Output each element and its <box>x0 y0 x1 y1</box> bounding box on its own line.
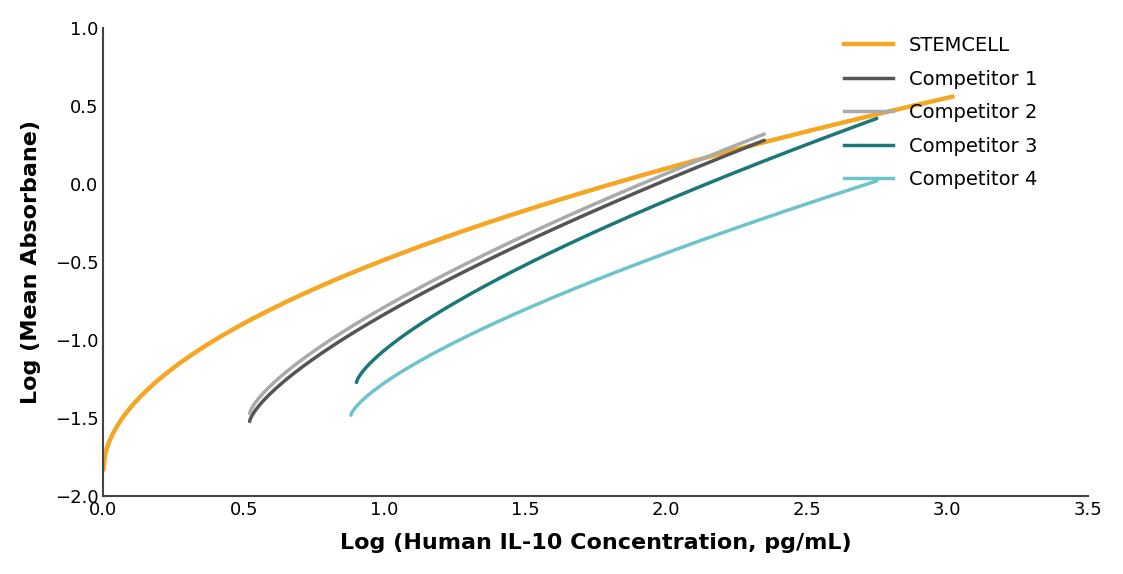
Competitor 1 <box>549 224 563 231</box>
Competitor 1 <box>758 137 772 144</box>
Competitor 2 <box>491 245 504 252</box>
Competitor 2 <box>746 135 759 142</box>
X-axis label: Log (Human IL-10 Concentration, pg/mL): Log (Human IL-10 Concentration, pg/mL) <box>340 533 851 553</box>
Competitor 1 <box>243 418 256 425</box>
STEMCELL <box>97 467 110 474</box>
Competitor 1 <box>521 237 535 244</box>
Competitor 2 <box>487 247 501 254</box>
Y-axis label: Log (Mean Absorbane): Log (Mean Absorbane) <box>21 120 40 404</box>
Line: Competitor 2: Competitor 2 <box>249 134 765 414</box>
Competitor 2 <box>665 168 678 175</box>
Competitor 3 <box>776 150 789 157</box>
Line: Competitor 1: Competitor 1 <box>249 140 765 421</box>
STEMCELL <box>925 98 939 104</box>
Competitor 3 <box>870 115 884 122</box>
Competitor 1 <box>491 252 504 259</box>
Competitor 3 <box>858 119 871 126</box>
Competitor 4 <box>597 273 611 280</box>
STEMCELL <box>946 93 959 100</box>
Legend: STEMCELL, Competitor 1, Competitor 2, Competitor 3, Competitor 4: STEMCELL, Competitor 1, Competitor 2, Co… <box>837 28 1044 197</box>
Line: STEMCELL: STEMCELL <box>103 96 952 470</box>
Competitor 4 <box>629 261 642 268</box>
Line: Competitor 4: Competitor 4 <box>350 181 877 415</box>
Competitor 4 <box>657 250 670 257</box>
Competitor 4 <box>344 412 357 418</box>
Competitor 4 <box>858 181 871 188</box>
Competitor 3 <box>659 197 673 204</box>
STEMCELL <box>602 181 615 188</box>
Competitor 2 <box>549 218 563 224</box>
Competitor 4 <box>775 209 788 216</box>
STEMCELL <box>500 213 513 220</box>
Competitor 1 <box>665 174 678 181</box>
Competitor 2 <box>243 410 256 417</box>
Competitor 2 <box>758 131 772 138</box>
Competitor 1 <box>487 254 501 261</box>
Line: Competitor 3: Competitor 3 <box>356 118 877 382</box>
Competitor 2 <box>521 231 535 238</box>
Competitor 1 <box>746 142 759 149</box>
Competitor 3 <box>597 224 611 231</box>
STEMCELL <box>556 195 569 202</box>
Competitor 4 <box>870 177 884 184</box>
Competitor 3 <box>600 223 613 230</box>
Competitor 4 <box>594 275 608 282</box>
Competitor 3 <box>631 210 645 216</box>
Competitor 3 <box>349 379 363 386</box>
STEMCELL <box>505 211 519 218</box>
STEMCELL <box>793 130 806 137</box>
